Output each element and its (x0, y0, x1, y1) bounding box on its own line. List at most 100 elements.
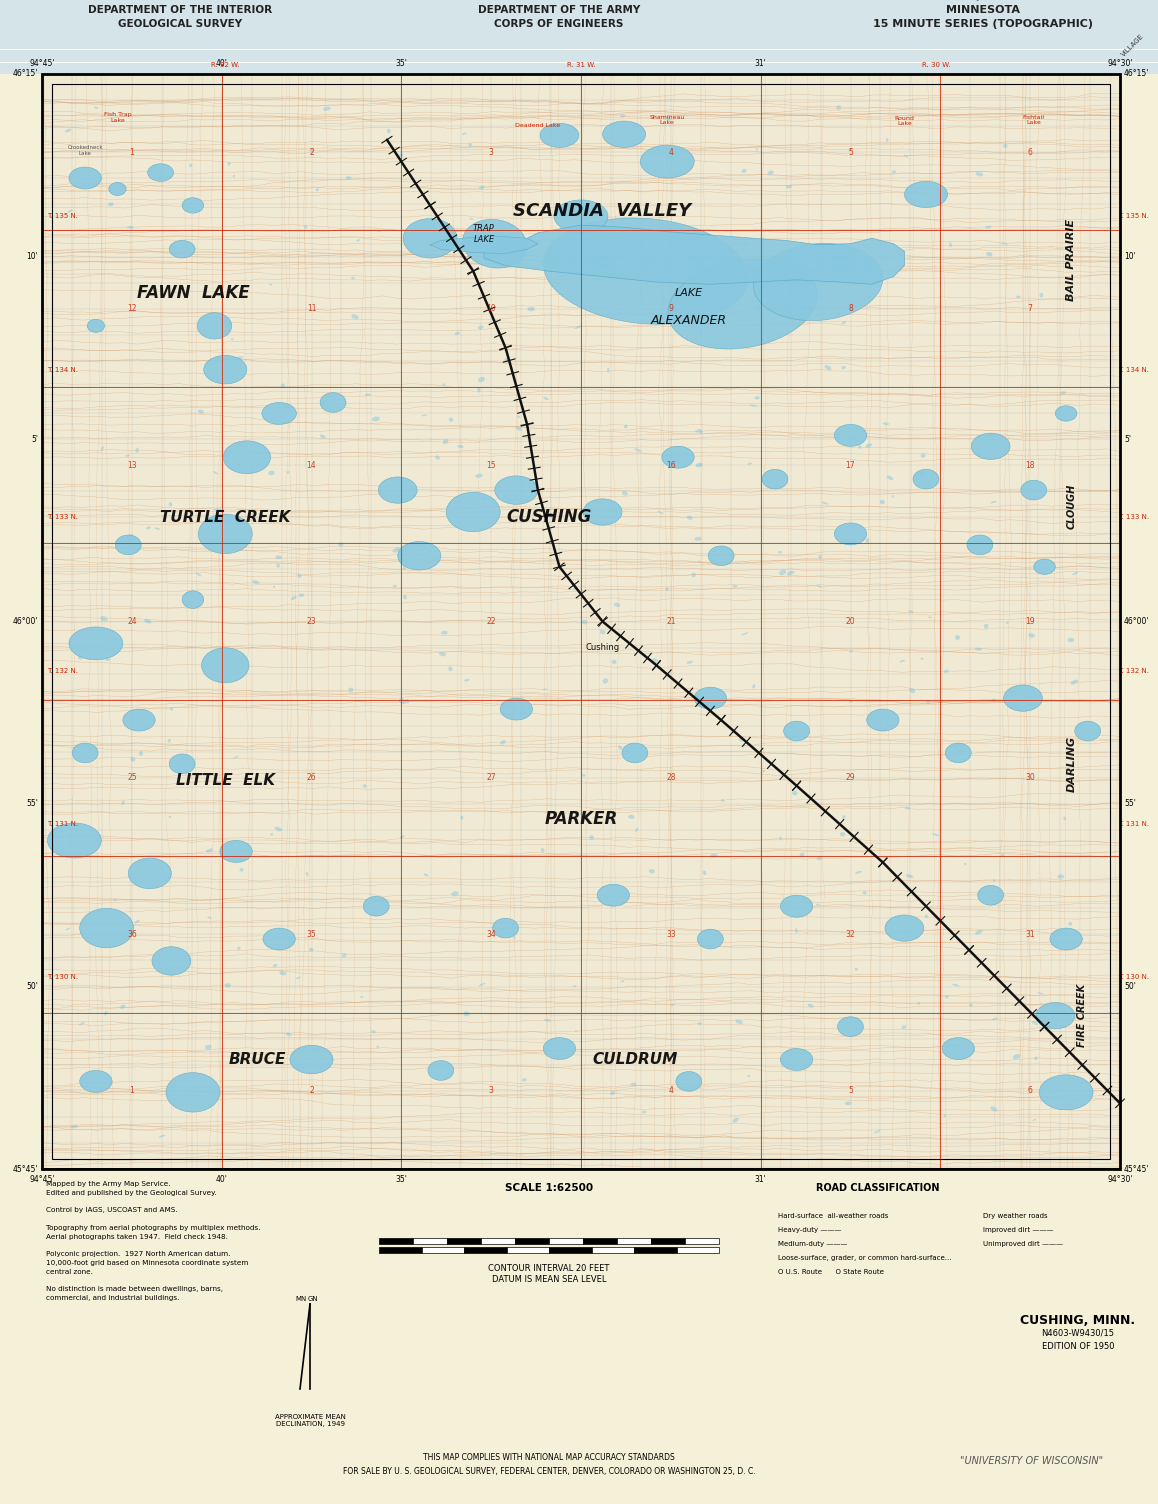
Ellipse shape (365, 394, 371, 396)
Text: 26: 26 (307, 773, 316, 782)
Ellipse shape (753, 684, 755, 689)
Ellipse shape (819, 555, 821, 559)
Ellipse shape (276, 555, 283, 559)
Text: UNITED STATES
DEPARTMENT OF THE INTERIOR
GEOLOGICAL SURVEY: UNITED STATES DEPARTMENT OF THE INTERIOR… (88, 0, 272, 29)
Ellipse shape (72, 743, 98, 763)
Text: LAKE: LAKE (675, 287, 703, 298)
Ellipse shape (840, 832, 845, 836)
Text: UNITED STATES
DEPARTMENT OF THE ARMY
CORPS OF ENGINEERS: UNITED STATES DEPARTMENT OF THE ARMY COR… (478, 0, 640, 29)
Ellipse shape (262, 403, 296, 424)
Text: Round
Lake: Round Lake (894, 116, 915, 126)
Ellipse shape (784, 720, 809, 741)
Ellipse shape (786, 185, 792, 188)
Ellipse shape (621, 114, 625, 117)
Text: 2: 2 (309, 1086, 314, 1095)
Text: 24: 24 (127, 617, 137, 626)
Ellipse shape (673, 1053, 677, 1057)
Text: 1: 1 (130, 147, 134, 156)
Text: 11: 11 (307, 304, 316, 313)
Ellipse shape (164, 874, 168, 878)
Ellipse shape (844, 1101, 851, 1105)
Text: R. 30 W.: R. 30 W. (923, 62, 951, 68)
Ellipse shape (983, 624, 989, 629)
Ellipse shape (129, 534, 133, 538)
Text: 30: 30 (1025, 773, 1035, 782)
Text: MN: MN (295, 1296, 306, 1302)
Ellipse shape (492, 919, 519, 938)
Ellipse shape (298, 573, 301, 578)
Text: Unimproved dirt ———: Unimproved dirt ——— (983, 1241, 1063, 1247)
Ellipse shape (855, 871, 862, 874)
Ellipse shape (478, 982, 485, 987)
Text: 29: 29 (845, 773, 856, 782)
Text: DARLING: DARLING (1067, 735, 1077, 793)
Ellipse shape (610, 1092, 615, 1095)
Ellipse shape (945, 743, 972, 763)
Ellipse shape (462, 132, 467, 135)
Ellipse shape (405, 699, 410, 704)
Text: 94°30': 94°30' (1107, 59, 1133, 68)
Ellipse shape (170, 244, 174, 248)
Ellipse shape (1033, 1119, 1036, 1120)
Ellipse shape (754, 244, 882, 320)
Ellipse shape (695, 430, 697, 433)
Text: 23: 23 (307, 617, 316, 626)
Text: 2: 2 (309, 147, 314, 156)
Ellipse shape (873, 1130, 881, 1134)
Ellipse shape (223, 441, 271, 474)
Ellipse shape (865, 538, 870, 543)
Ellipse shape (65, 129, 72, 132)
Ellipse shape (994, 880, 996, 881)
Text: N4603-W9430/15: N4603-W9430/15 (1041, 1330, 1114, 1339)
Ellipse shape (1050, 928, 1083, 951)
Ellipse shape (816, 856, 822, 860)
Ellipse shape (483, 496, 485, 501)
Bar (481, 1238, 515, 1244)
Ellipse shape (305, 226, 307, 229)
Ellipse shape (452, 892, 459, 896)
Ellipse shape (500, 740, 506, 744)
Ellipse shape (71, 1125, 78, 1128)
Ellipse shape (500, 698, 533, 720)
Ellipse shape (602, 122, 646, 147)
Text: 40': 40' (215, 59, 228, 68)
Ellipse shape (755, 149, 758, 150)
Text: Fishtail
Lake: Fishtail Lake (1023, 114, 1045, 125)
Text: DATUM IS MEAN SEA LEVEL: DATUM IS MEAN SEA LEVEL (492, 1275, 607, 1284)
Ellipse shape (403, 218, 457, 259)
Bar (447, 1238, 481, 1244)
Text: 9: 9 (668, 304, 673, 313)
Ellipse shape (127, 226, 134, 229)
Ellipse shape (892, 495, 894, 498)
Ellipse shape (917, 1002, 921, 1005)
Text: 16: 16 (666, 460, 675, 469)
Ellipse shape (403, 594, 406, 600)
Text: CUSHING QUADRANGLE
MINNESOTA
15 MINUTE SERIES (TOPOGRAPHIC): CUSHING QUADRANGLE MINNESOTA 15 MINUTE S… (873, 0, 1093, 29)
Ellipse shape (805, 307, 807, 310)
Ellipse shape (205, 1045, 212, 1050)
Text: T. 133 N.: T. 133 N. (47, 514, 79, 520)
Ellipse shape (733, 1117, 739, 1122)
Ellipse shape (228, 162, 230, 165)
Ellipse shape (396, 547, 401, 549)
Ellipse shape (802, 898, 806, 899)
Ellipse shape (676, 1071, 702, 1092)
Text: 45°45': 45°45' (13, 1164, 38, 1173)
Text: 32: 32 (845, 929, 856, 938)
Text: 94°45': 94°45' (29, 1175, 54, 1184)
Ellipse shape (125, 454, 130, 457)
Ellipse shape (442, 384, 446, 387)
Ellipse shape (295, 976, 301, 979)
Ellipse shape (513, 935, 515, 938)
Ellipse shape (468, 143, 472, 147)
Text: 10': 10' (1124, 253, 1136, 262)
Ellipse shape (952, 984, 959, 987)
Text: Heavy-duty ———: Heavy-duty ——— (778, 1227, 842, 1233)
Ellipse shape (47, 823, 101, 857)
Ellipse shape (824, 365, 831, 370)
Text: ROAD CLASSIFICATION: ROAD CLASSIFICATION (816, 1184, 940, 1193)
Text: 46°15': 46°15' (13, 69, 38, 78)
Ellipse shape (1032, 1021, 1038, 1026)
Ellipse shape (975, 648, 982, 651)
Polygon shape (430, 236, 537, 254)
